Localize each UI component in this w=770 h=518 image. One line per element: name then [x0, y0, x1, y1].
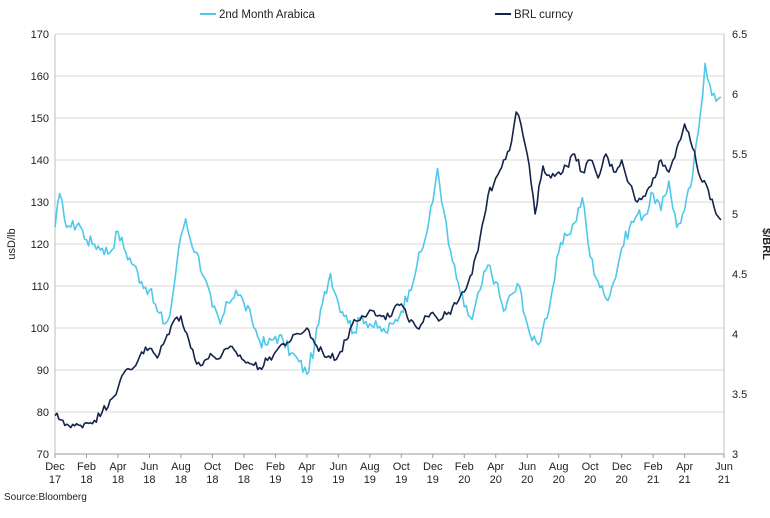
x-tick-year: 19 — [301, 474, 313, 486]
y-left-tick-label: 120 — [31, 239, 49, 251]
x-tick-year: 18 — [143, 474, 155, 486]
x-tick-month: Feb — [77, 461, 96, 473]
y-left-tick-label: 70 — [37, 449, 49, 461]
x-tick-month: Apr — [487, 461, 504, 473]
x-tick-month: Oct — [393, 461, 410, 473]
y-right-tick-label: 6 — [732, 89, 738, 101]
y-right-tick-label: 4 — [732, 329, 738, 341]
x-tick-year: 21 — [718, 474, 730, 486]
y-left-tick-label: 140 — [31, 155, 49, 167]
x-tick-month: Feb — [644, 461, 663, 473]
x-tick-year: 18 — [80, 474, 92, 486]
y-axis-right-title: $/BRL — [760, 228, 770, 260]
y-left-tick-label: 90 — [37, 365, 49, 377]
x-tick-year: 19 — [364, 474, 376, 486]
x-tick-month: Aug — [171, 461, 191, 473]
y-left-tick-label: 80 — [37, 407, 49, 419]
legend-label-arabica: 2nd Month Arabica — [219, 9, 316, 21]
y-right-tick-label: 5 — [732, 209, 738, 221]
x-tick-year: 19 — [269, 474, 281, 486]
series-lines — [54, 62, 722, 429]
y-left-tick-label: 100 — [31, 323, 49, 335]
x-tick-year: 21 — [647, 474, 659, 486]
x-tick-year: 18 — [238, 474, 250, 486]
x-tick-month: Feb — [266, 461, 285, 473]
series-line-brl — [54, 111, 722, 429]
x-axis-ticks: Dec17Feb18Apr18Jun18Aug18Oct18Dec18Feb19… — [45, 454, 733, 486]
x-tick-month: Apr — [676, 461, 693, 473]
source-note: Source:Bloomberg — [4, 492, 87, 503]
y-axis-right-ticks: 3 3.5 4 4.5 5 5.5 6 6.5 — [732, 29, 747, 461]
y-right-tick-label: 3.5 — [732, 389, 747, 401]
x-tick-year: 20 — [458, 474, 470, 486]
x-tick-month: Dec — [612, 461, 632, 473]
x-tick-month: Jun — [141, 461, 159, 473]
x-tick-month: Oct — [582, 461, 599, 473]
series-line-arabica — [54, 62, 722, 375]
x-tick-year: 21 — [679, 474, 691, 486]
y-right-tick-label: 5.5 — [732, 149, 747, 161]
x-tick-month: Jun — [329, 461, 347, 473]
y-left-tick-label: 160 — [31, 71, 49, 83]
x-tick-month: Feb — [455, 461, 474, 473]
x-tick-month: Jun — [715, 461, 733, 473]
x-tick-year: 20 — [584, 474, 596, 486]
legend: 2nd Month Arabica BRL curncy — [200, 9, 573, 21]
y-right-tick-label: 6.5 — [732, 29, 747, 41]
x-tick-month: Oct — [204, 461, 221, 473]
y-left-tick-label: 170 — [31, 29, 49, 41]
x-tick-year: 18 — [175, 474, 187, 486]
x-tick-month: Jun — [518, 461, 536, 473]
x-tick-year: 19 — [395, 474, 407, 486]
legend-label-brl: BRL curncy — [514, 9, 573, 21]
x-tick-month: Aug — [549, 461, 569, 473]
y-axis-left-ticks: 70 80 90 100 110 120 130 140 150 160 170 — [31, 29, 49, 461]
x-tick-year: 20 — [521, 474, 533, 486]
x-tick-year: 20 — [490, 474, 502, 486]
plot-frame — [54, 34, 725, 455]
x-tick-month: Dec — [45, 461, 65, 473]
x-tick-year: 20 — [553, 474, 565, 486]
x-tick-month: Aug — [360, 461, 380, 473]
y-axis-left-title: usD/lb — [6, 228, 18, 259]
x-tick-year: 18 — [206, 474, 218, 486]
x-tick-month: Dec — [234, 461, 254, 473]
x-tick-year: 20 — [616, 474, 628, 486]
x-tick-month: Apr — [298, 461, 315, 473]
x-tick-year: 19 — [332, 474, 344, 486]
y-left-tick-label: 150 — [31, 113, 49, 125]
x-tick-year: 17 — [49, 474, 61, 486]
y-right-tick-label: 3 — [732, 449, 738, 461]
y-left-tick-label: 110 — [31, 281, 49, 293]
y-right-tick-label: 4.5 — [732, 269, 747, 281]
x-tick-year: 19 — [427, 474, 439, 486]
x-tick-month: Dec — [423, 461, 443, 473]
x-tick-year: 18 — [112, 474, 124, 486]
y-left-tick-label: 130 — [31, 197, 49, 209]
x-tick-month: Apr — [109, 461, 126, 473]
